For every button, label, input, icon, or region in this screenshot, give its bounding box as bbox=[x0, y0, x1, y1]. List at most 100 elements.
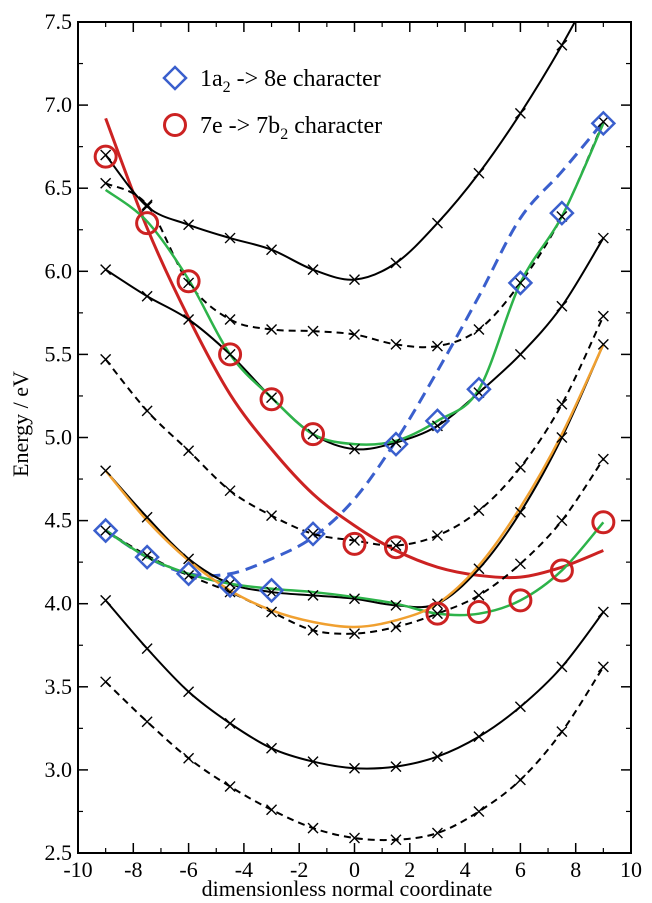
y-tick-label: 3.0 bbox=[45, 757, 73, 782]
cross-marker bbox=[514, 506, 526, 518]
cross-marker bbox=[100, 525, 112, 537]
circle-marker bbox=[549, 558, 574, 583]
x-tick-label: -8 bbox=[124, 857, 142, 882]
circle-marker bbox=[135, 211, 160, 236]
marker-layer bbox=[92, 39, 617, 846]
x-tick-label: -6 bbox=[179, 857, 197, 882]
cross-marker bbox=[307, 756, 319, 768]
diamond-marker bbox=[175, 561, 202, 587]
y-tick-label: 5.5 bbox=[45, 341, 73, 366]
diamond-marker bbox=[217, 572, 243, 599]
circle-marker bbox=[342, 531, 367, 556]
series-line-4 bbox=[104, 315, 605, 547]
cross-marker bbox=[431, 827, 443, 839]
y-tick-label: 6.5 bbox=[45, 175, 73, 200]
cross-marker bbox=[556, 432, 568, 443]
cross-marker bbox=[556, 515, 568, 527]
cross-marker bbox=[431, 217, 443, 229]
series-line-7 bbox=[104, 22, 576, 281]
cross-marker bbox=[473, 731, 485, 743]
cross-marker bbox=[141, 511, 153, 523]
circle-marker bbox=[591, 510, 616, 535]
y-tick-label: 4.5 bbox=[45, 508, 73, 533]
circle-marker bbox=[466, 600, 491, 625]
diamond-marker bbox=[424, 408, 451, 434]
cross-marker bbox=[597, 116, 609, 128]
x-tick-label: 0 bbox=[349, 857, 360, 882]
cross-marker bbox=[431, 530, 443, 542]
cross-marker bbox=[473, 805, 485, 817]
circle-marker bbox=[218, 342, 243, 367]
cross-marker bbox=[266, 244, 278, 256]
cross-marker bbox=[514, 774, 526, 786]
cross-marker bbox=[390, 257, 402, 269]
cross-marker bbox=[183, 445, 195, 457]
cross-marker bbox=[141, 716, 153, 728]
cross-marker bbox=[183, 686, 195, 698]
cross-marker bbox=[100, 594, 112, 606]
cross-marker bbox=[514, 277, 526, 289]
diamond-marker bbox=[134, 544, 160, 570]
circle-marker bbox=[425, 601, 450, 626]
cross-marker bbox=[349, 443, 360, 455]
y-tick-label: 2.5 bbox=[45, 840, 73, 865]
cross-marker bbox=[307, 624, 319, 636]
cross-marker bbox=[514, 348, 526, 360]
cross-marker bbox=[141, 290, 153, 302]
cross-marker bbox=[307, 428, 319, 440]
cross-marker bbox=[597, 232, 609, 244]
cross-marker bbox=[597, 661, 609, 673]
cross-marker bbox=[183, 752, 195, 764]
cross-marker bbox=[183, 219, 195, 231]
cross-marker bbox=[141, 200, 153, 212]
cross-marker bbox=[597, 606, 609, 618]
diamond-marker bbox=[92, 517, 119, 544]
legend-diamond-icon bbox=[162, 65, 188, 91]
cross-marker bbox=[224, 781, 236, 793]
y-axis-label: Energy / eV bbox=[8, 371, 33, 477]
cross-marker bbox=[100, 676, 112, 688]
legend-circle-icon bbox=[163, 113, 187, 137]
circle-marker bbox=[176, 269, 201, 294]
cross-marker bbox=[514, 107, 526, 119]
cross-marker bbox=[183, 277, 195, 289]
cross-marker bbox=[556, 726, 568, 738]
series-line-9 bbox=[104, 521, 605, 617]
cross-marker bbox=[141, 550, 153, 561]
y-tick-label: 3.5 bbox=[45, 674, 73, 699]
cross-marker bbox=[224, 485, 236, 497]
x-tick-label: 10 bbox=[620, 857, 642, 882]
y-tick-label: 5.0 bbox=[45, 425, 73, 450]
cross-marker bbox=[514, 461, 526, 473]
axes-layer: -10 -8 -6 -4 -2 0 2 4 6 8 10 2.5 3.0 3.5 4.0 4.5 5.0 5.5 6… bbox=[45, 9, 643, 882]
cross-marker bbox=[266, 804, 278, 816]
diamond-marker bbox=[590, 110, 617, 137]
cross-marker bbox=[183, 553, 195, 565]
x-tick-label: 8 bbox=[570, 857, 581, 882]
cross-marker bbox=[224, 578, 236, 590]
cross-marker bbox=[556, 300, 568, 312]
cross-marker bbox=[390, 338, 402, 350]
cross-marker bbox=[597, 338, 609, 350]
y-tick-label: 7.5 bbox=[45, 9, 73, 34]
cross-marker bbox=[266, 606, 278, 618]
fit-curve-diamond bbox=[104, 120, 605, 578]
cross-marker bbox=[266, 392, 278, 404]
cross-marker bbox=[431, 751, 443, 763]
circle-marker bbox=[259, 387, 284, 412]
cross-marker bbox=[349, 628, 360, 640]
cross-marker bbox=[390, 834, 402, 846]
cross-marker bbox=[266, 742, 278, 754]
cross-marker bbox=[100, 177, 112, 189]
cross-marker bbox=[473, 167, 485, 179]
cross-marker bbox=[556, 661, 568, 673]
diamond-marker bbox=[549, 200, 575, 226]
cross-marker bbox=[349, 593, 360, 605]
cross-marker bbox=[431, 608, 443, 620]
legend: 1a2 -> 8e character 7e -> 7b2 character bbox=[162, 65, 382, 143]
plot-frame bbox=[77, 21, 632, 854]
cross-marker bbox=[349, 274, 360, 286]
x-tick-label: -2 bbox=[290, 857, 308, 882]
cross-marker bbox=[100, 264, 112, 276]
diamond-marker bbox=[258, 577, 285, 604]
